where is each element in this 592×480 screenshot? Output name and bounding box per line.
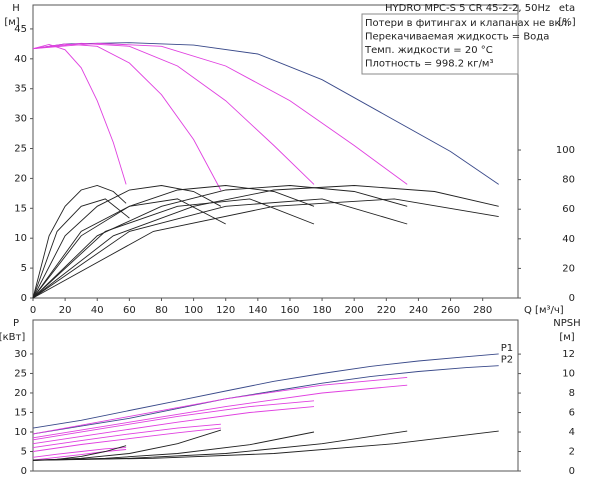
x-tick-label: 220 bbox=[377, 305, 396, 316]
y-tick-label: 20 bbox=[14, 173, 27, 184]
curve bbox=[32, 423, 221, 449]
y2-axis-label: [м] bbox=[559, 332, 574, 343]
y-tick-label: 15 bbox=[14, 407, 27, 418]
y-tick-label: 5 bbox=[21, 263, 27, 274]
x-tick-label: 160 bbox=[280, 305, 299, 316]
x-tick-label: 200 bbox=[345, 305, 364, 316]
y-axis-label: [м] bbox=[4, 17, 19, 28]
y-tick-label: 20 bbox=[14, 388, 27, 399]
y2-axis-label: [%] bbox=[558, 17, 575, 28]
y2-tick-label: 6 bbox=[569, 408, 575, 419]
y-tick-label: 15 bbox=[14, 203, 27, 214]
y2-tick-label: 0 bbox=[569, 293, 575, 304]
x-tick-label: 0 bbox=[30, 305, 36, 316]
curve bbox=[32, 198, 226, 299]
curve bbox=[32, 185, 499, 299]
y2-tick-label: 100 bbox=[556, 145, 575, 156]
curve bbox=[32, 365, 499, 435]
x-tick-label: 280 bbox=[473, 305, 492, 316]
y2-tick-label: 2 bbox=[569, 447, 575, 458]
curve bbox=[32, 185, 315, 299]
plot-frame bbox=[32, 4, 519, 299]
x-tick-label: 20 bbox=[59, 305, 72, 316]
y2-tick-label: 20 bbox=[562, 263, 575, 274]
y-tick-label: 45 bbox=[14, 24, 27, 35]
curve bbox=[32, 427, 221, 452]
y-tick-label: 0 bbox=[21, 293, 27, 304]
note: Темп. жидкости = 20 °C bbox=[364, 45, 493, 56]
curve bbox=[32, 42, 408, 185]
plot-frame bbox=[32, 319, 519, 472]
curve bbox=[32, 400, 315, 441]
note: Плотность = 998.2 кг/м³ bbox=[365, 59, 494, 70]
x-tick-label: 140 bbox=[248, 305, 267, 316]
y2-axis-label: NPSH bbox=[553, 318, 580, 329]
x-tick-label: 100 bbox=[184, 305, 203, 316]
y-axis-label: [кВт] bbox=[0, 332, 25, 343]
y-tick-label: 25 bbox=[14, 368, 27, 379]
x-tick-label: 40 bbox=[91, 305, 104, 316]
y-tick-label: 0 bbox=[21, 466, 27, 477]
curve bbox=[32, 44, 127, 185]
curve bbox=[32, 185, 222, 299]
y2-tick-label: 60 bbox=[562, 204, 575, 215]
curve bbox=[32, 449, 127, 461]
y2-tick-label: 4 bbox=[569, 427, 575, 438]
curve bbox=[32, 353, 499, 429]
x-tick-label: 120 bbox=[216, 305, 235, 316]
curve bbox=[32, 198, 408, 299]
y-tick-label: 10 bbox=[14, 233, 27, 244]
y2-tick-label: 10 bbox=[562, 369, 575, 380]
curve bbox=[32, 42, 315, 185]
curve bbox=[32, 43, 222, 191]
y-tick-label: 5 bbox=[21, 446, 27, 457]
y-axis-label: H bbox=[12, 3, 20, 14]
y2-tick-label: 8 bbox=[569, 388, 575, 399]
x-tick-label: 240 bbox=[409, 305, 428, 316]
curve-label: P1 bbox=[501, 343, 513, 354]
curve bbox=[32, 447, 127, 458]
curve bbox=[32, 185, 127, 299]
x-tick-label: 180 bbox=[313, 305, 332, 316]
chart-title: HYDRO MPC-S 5 CR 45-2-2, 50Hz bbox=[385, 3, 550, 14]
y2-tick-label: 80 bbox=[562, 175, 575, 186]
x-tick-label: 260 bbox=[441, 305, 460, 316]
note: Перекачиваемая жидкость = Вода bbox=[365, 32, 549, 43]
curve bbox=[32, 185, 408, 299]
y2-tick-label: 0 bbox=[569, 466, 575, 477]
curve bbox=[32, 406, 315, 445]
y-tick-label: 30 bbox=[14, 114, 27, 125]
y-tick-label: 10 bbox=[14, 427, 27, 438]
x-tick-label: 60 bbox=[123, 305, 136, 316]
x-axis-label: Q [м³/ч] bbox=[524, 305, 564, 316]
curve bbox=[32, 384, 408, 439]
y-tick-label: 40 bbox=[14, 54, 27, 65]
y2-tick-label: 12 bbox=[562, 349, 575, 360]
curve bbox=[32, 198, 130, 299]
curve bbox=[32, 198, 499, 299]
x-tick-label: 80 bbox=[155, 305, 168, 316]
note: Потери в фитингах и клапанах не вкл. bbox=[365, 18, 570, 29]
y-tick-label: 25 bbox=[14, 144, 27, 155]
y2-axis-label: eta bbox=[559, 3, 575, 14]
notes-box bbox=[361, 13, 519, 75]
curve-label: P2 bbox=[501, 355, 513, 366]
y-axis-label: P bbox=[13, 318, 19, 329]
curve bbox=[32, 376, 408, 435]
y2-tick-label: 40 bbox=[562, 234, 575, 245]
y-tick-label: 30 bbox=[14, 349, 27, 360]
curve bbox=[32, 430, 499, 461]
y-tick-label: 35 bbox=[14, 84, 27, 95]
